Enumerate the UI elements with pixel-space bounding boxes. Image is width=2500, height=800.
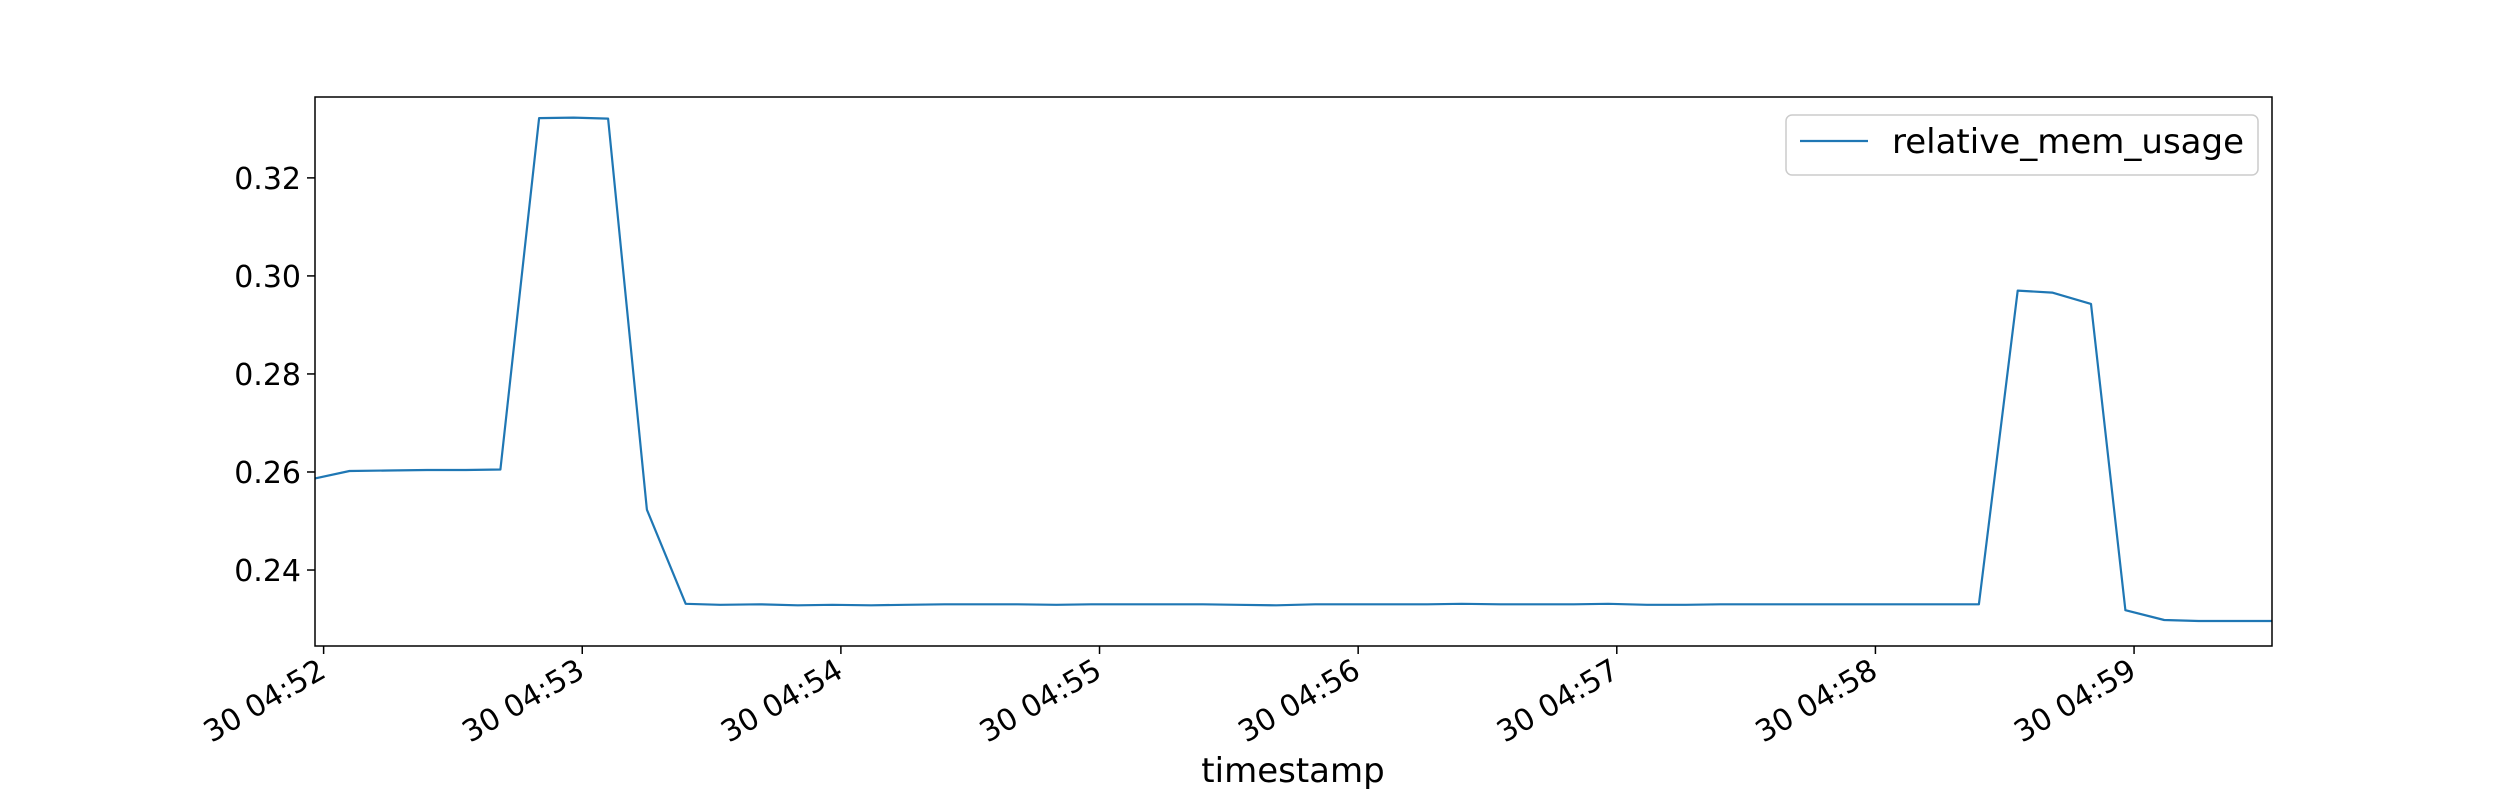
data-point xyxy=(1573,603,1575,605)
data-point xyxy=(499,469,501,471)
data-point xyxy=(1426,603,1428,605)
data-point xyxy=(2090,303,2092,305)
series-relative_mem_usage xyxy=(314,116,2272,623)
data-point xyxy=(685,603,687,605)
data-point xyxy=(1314,603,1316,605)
data-point xyxy=(1685,604,1687,606)
data-point xyxy=(538,117,540,119)
data-point xyxy=(1237,604,1239,606)
data-point xyxy=(1943,603,1945,605)
data-point xyxy=(1758,603,1760,605)
x-axis-label: timestamp xyxy=(1201,751,1384,791)
data-point xyxy=(607,118,609,120)
plot-area xyxy=(315,97,2272,646)
data-point xyxy=(905,604,907,606)
data-point xyxy=(1831,603,1833,605)
y-axis-ticks: 0.24 0.26 0.28 0.30 0.32 xyxy=(234,162,315,589)
plot-frame xyxy=(314,96,2273,647)
data-point xyxy=(1607,603,1609,605)
legend: relative_mem_usage xyxy=(1785,114,2259,176)
data-point xyxy=(2051,292,2053,294)
legend-entry-label: relative_mem_usage xyxy=(1892,122,2244,162)
data-point xyxy=(1055,604,1057,606)
data-point xyxy=(426,469,428,471)
data-point xyxy=(719,604,721,606)
data-point xyxy=(1499,603,1501,605)
data-point xyxy=(1719,603,1721,605)
data-point xyxy=(349,470,351,472)
data-point xyxy=(1275,604,1277,606)
data-point xyxy=(978,603,980,605)
data-point xyxy=(1387,603,1389,605)
data-point xyxy=(1534,603,1536,605)
data-point xyxy=(943,603,945,605)
data-point xyxy=(1461,603,1463,605)
legend-box xyxy=(1785,114,2259,176)
data-point xyxy=(797,604,799,606)
data-point xyxy=(870,604,872,606)
data-point xyxy=(573,117,575,119)
data-point xyxy=(1129,603,1131,605)
data-point xyxy=(1793,603,1795,605)
data-point xyxy=(831,604,833,606)
data-point xyxy=(465,469,467,471)
data-point xyxy=(2124,609,2126,611)
data-point xyxy=(387,470,389,472)
series-line xyxy=(314,116,2272,623)
data-point xyxy=(1202,603,1204,605)
data-point xyxy=(2017,290,2019,292)
data-point xyxy=(2237,620,2239,622)
data-point xyxy=(1090,603,1092,605)
data-point xyxy=(1866,603,1868,605)
data-point xyxy=(2163,619,2165,621)
data-point xyxy=(1349,603,1351,605)
series-layer xyxy=(314,116,2272,623)
data-point xyxy=(1978,603,1980,605)
data-point xyxy=(758,603,760,605)
y-tick-label: 0.28 xyxy=(234,358,301,393)
data-point xyxy=(1905,603,1907,605)
y-tick-label: 0.30 xyxy=(234,260,301,295)
data-point xyxy=(1017,603,1019,605)
y-tick-label: 0.26 xyxy=(234,456,301,491)
y-tick-label: 0.32 xyxy=(234,162,301,197)
y-tick-label: 0.24 xyxy=(234,554,301,589)
data-point xyxy=(1646,604,1648,606)
data-point xyxy=(646,509,648,511)
data-point xyxy=(1163,603,1165,605)
data-point xyxy=(2198,620,2200,622)
